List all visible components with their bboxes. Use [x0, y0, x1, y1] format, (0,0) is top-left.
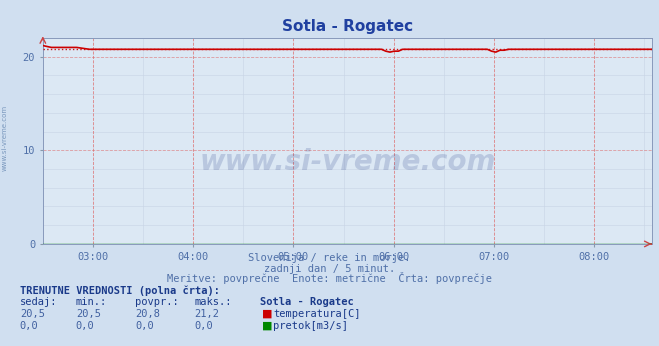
- Text: TRENUTNE VREDNOSTI (polna črta):: TRENUTNE VREDNOSTI (polna črta):: [20, 285, 219, 296]
- Title: Sotla - Rogatec: Sotla - Rogatec: [282, 19, 413, 34]
- Text: 0,0: 0,0: [194, 321, 213, 331]
- Text: temperatura[C]: temperatura[C]: [273, 309, 361, 319]
- Text: 0,0: 0,0: [76, 321, 94, 331]
- Text: min.:: min.:: [76, 297, 107, 307]
- Text: Sotla - Rogatec: Sotla - Rogatec: [260, 297, 354, 307]
- Text: pretok[m3/s]: pretok[m3/s]: [273, 321, 349, 331]
- Text: maks.:: maks.:: [194, 297, 232, 307]
- Text: www.si-vreme.com: www.si-vreme.com: [200, 148, 496, 175]
- Text: 20,8: 20,8: [135, 309, 160, 319]
- Text: sedaj:: sedaj:: [20, 297, 57, 307]
- Text: povpr.:: povpr.:: [135, 297, 179, 307]
- Text: 20,5: 20,5: [20, 309, 45, 319]
- Text: ■: ■: [262, 309, 272, 319]
- Text: zadnji dan / 5 minut.: zadnji dan / 5 minut.: [264, 264, 395, 274]
- Text: 21,2: 21,2: [194, 309, 219, 319]
- Text: Meritve: povprečne  Enote: metrične  Črta: povprečje: Meritve: povprečne Enote: metrične Črta:…: [167, 272, 492, 284]
- Text: Slovenija / reke in morje.: Slovenija / reke in morje.: [248, 253, 411, 263]
- Text: 0,0: 0,0: [20, 321, 38, 331]
- Text: 0,0: 0,0: [135, 321, 154, 331]
- Text: ■: ■: [262, 321, 272, 331]
- Text: www.si-vreme.com: www.si-vreme.com: [2, 105, 8, 172]
- Text: 20,5: 20,5: [76, 309, 101, 319]
